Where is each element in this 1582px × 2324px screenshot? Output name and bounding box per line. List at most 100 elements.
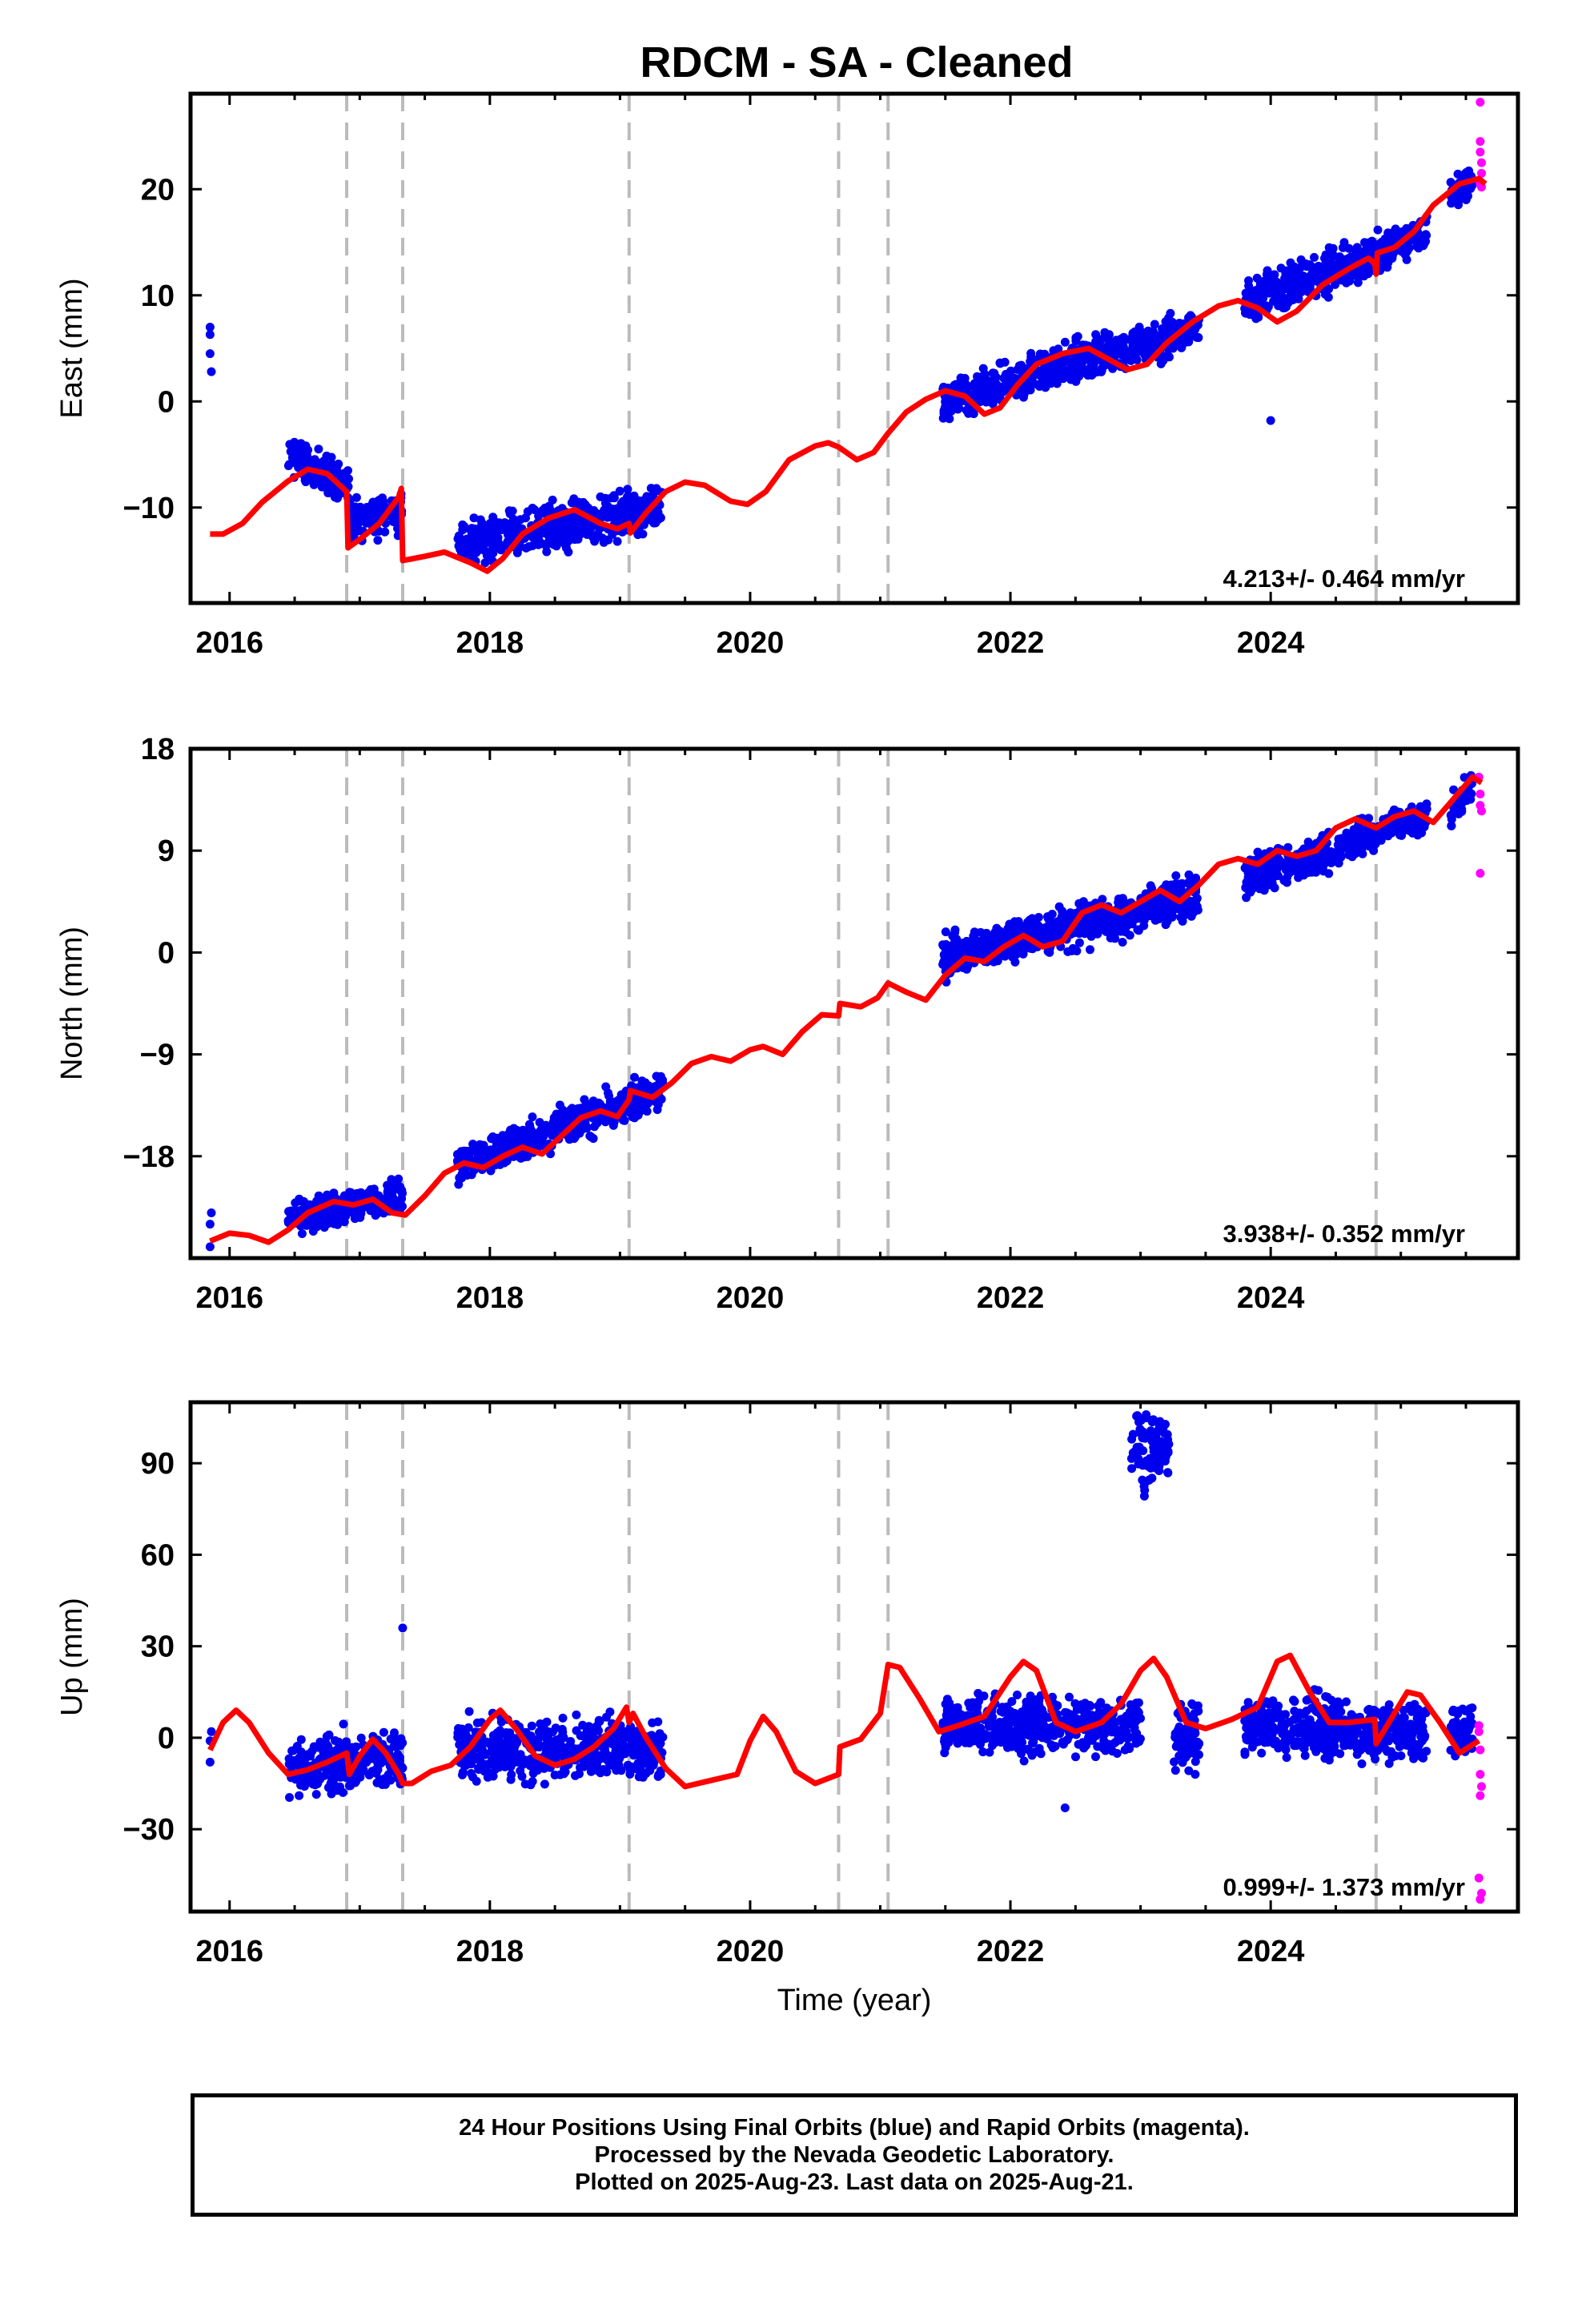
data-point xyxy=(628,1100,638,1110)
data-point xyxy=(556,1740,565,1750)
data-point xyxy=(322,1731,331,1741)
data-point xyxy=(1136,327,1146,336)
data-point xyxy=(970,379,979,388)
data-point xyxy=(1176,913,1186,922)
plot-frame xyxy=(188,91,1520,605)
data-point xyxy=(548,1747,557,1757)
data-point xyxy=(568,1747,577,1755)
data-point xyxy=(469,513,479,523)
data-point xyxy=(321,1738,331,1747)
data-point xyxy=(1145,335,1154,344)
data-point xyxy=(494,1749,504,1759)
data-point xyxy=(1082,369,1091,379)
data-point xyxy=(1128,329,1138,339)
data-point xyxy=(394,1174,404,1184)
data-point xyxy=(1010,957,1020,967)
data-point xyxy=(1266,416,1275,425)
data-point xyxy=(590,537,600,546)
data-point xyxy=(1306,263,1315,272)
data-point xyxy=(301,1220,311,1229)
data-point xyxy=(360,509,370,518)
data-point xyxy=(1447,814,1456,824)
data-point xyxy=(285,1793,294,1802)
data-point xyxy=(974,944,983,954)
data-point xyxy=(581,1099,591,1108)
data-point xyxy=(458,1767,468,1777)
data-point xyxy=(1363,828,1373,838)
data-point xyxy=(349,531,359,541)
data-point xyxy=(482,1767,492,1776)
x-tick-label: 2016 xyxy=(195,626,263,660)
data-point xyxy=(643,1084,652,1093)
data-point xyxy=(537,1723,547,1733)
data-point xyxy=(1062,366,1071,376)
data-point xyxy=(949,951,958,960)
model-curve xyxy=(210,175,1488,574)
data-point xyxy=(1050,375,1059,384)
data-point xyxy=(379,1727,388,1737)
data-point xyxy=(1349,826,1359,836)
data-point xyxy=(1118,345,1127,354)
data-point xyxy=(1262,270,1271,279)
data-point xyxy=(612,537,622,546)
data-point xyxy=(1387,254,1397,263)
data-point xyxy=(1371,243,1380,252)
data-point xyxy=(327,1208,337,1218)
data-point xyxy=(1454,200,1463,210)
data-point xyxy=(315,1754,325,1763)
data-point xyxy=(612,1743,621,1753)
data-point xyxy=(1122,921,1132,931)
data-point xyxy=(512,524,521,533)
data-point xyxy=(504,528,514,537)
data-point xyxy=(1192,894,1202,903)
rapid-data-point xyxy=(1476,168,1486,178)
data-point xyxy=(464,1723,473,1732)
data-point xyxy=(560,1113,569,1123)
data-point xyxy=(309,480,319,489)
data-point xyxy=(319,456,328,466)
data-point xyxy=(585,1132,595,1140)
data-point xyxy=(491,1764,500,1774)
data-point xyxy=(1103,343,1113,352)
data-point xyxy=(1104,330,1114,340)
data-point xyxy=(998,385,1007,395)
data-point xyxy=(549,528,559,537)
data-point xyxy=(527,1721,536,1731)
data-point xyxy=(544,1727,553,1737)
data-point xyxy=(992,923,1002,933)
data-point xyxy=(981,929,990,939)
data-point xyxy=(1330,851,1339,860)
data-point xyxy=(364,1188,373,1197)
data-point xyxy=(1353,278,1363,287)
data-point xyxy=(596,492,605,501)
data-point xyxy=(596,1100,604,1109)
model-curve xyxy=(209,774,1484,1245)
data-point xyxy=(623,485,632,494)
data-point xyxy=(653,1717,663,1727)
data-point xyxy=(578,1720,588,1730)
data-point xyxy=(329,466,339,476)
data-point xyxy=(541,1121,551,1131)
data-point xyxy=(962,948,971,958)
data-point xyxy=(1285,860,1295,870)
data-point xyxy=(309,1742,319,1751)
data-point xyxy=(1146,881,1155,891)
data-point xyxy=(1412,827,1422,837)
data-point xyxy=(299,1755,307,1765)
data-point xyxy=(480,558,490,568)
data-point xyxy=(1348,271,1358,280)
data-point xyxy=(1192,332,1202,342)
data-point xyxy=(1138,907,1148,916)
data-point xyxy=(575,1107,584,1116)
data-point xyxy=(970,927,979,937)
data-point xyxy=(468,1140,478,1149)
data-point xyxy=(1311,866,1320,876)
data-point xyxy=(523,1132,532,1142)
data-point xyxy=(646,484,656,493)
data-point xyxy=(601,1082,611,1092)
data-point xyxy=(608,1120,618,1130)
data-point xyxy=(1314,261,1323,271)
data-point xyxy=(1133,925,1142,935)
data-point xyxy=(1373,225,1383,235)
plot-frame xyxy=(188,746,1520,1261)
